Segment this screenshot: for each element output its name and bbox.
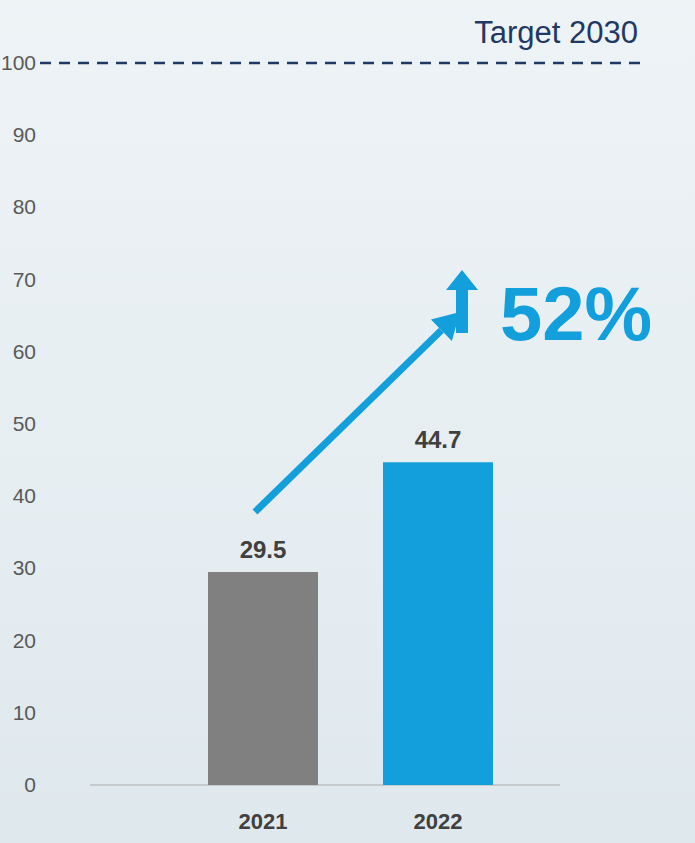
target-line — [40, 62, 640, 65]
trend-arrow — [255, 330, 441, 512]
y-tick — [84, 712, 88, 713]
y-tick — [84, 568, 88, 569]
y-tick — [84, 785, 88, 786]
labels: 29.5 2021 44.7 2022 — [239, 426, 463, 834]
y-tick — [84, 135, 88, 136]
y-axis: 0 10 20 30 40 50 60 70 80 90 100 — [1, 51, 88, 796]
target-label: Target 2030 — [474, 15, 638, 50]
y-tick-label: 50 — [13, 412, 36, 435]
y-tick-label: 30 — [13, 556, 36, 579]
y-tick-label: 40 — [13, 484, 36, 507]
growth-annotation: 52% — [255, 270, 652, 512]
bar — [208, 572, 318, 785]
y-tick — [84, 424, 88, 425]
y-tick-label: 60 — [13, 340, 36, 363]
annotation: 52% — [500, 271, 652, 356]
y-tick-label: 10 — [13, 701, 36, 724]
y-tick-label: 0 — [24, 773, 36, 796]
y-tick — [84, 351, 88, 352]
data-label: 44.7 — [415, 426, 462, 453]
y-tick-label: 90 — [13, 123, 36, 146]
x-tick-label: 2021 — [239, 809, 288, 834]
data-label: 29.5 — [240, 536, 287, 563]
y-tick — [84, 496, 88, 497]
bars — [208, 462, 493, 785]
trend-arrow-head — [431, 312, 460, 341]
y-tick — [84, 207, 88, 208]
chart: 0 10 20 30 40 50 60 70 80 90 100 Target 2030 29.5 202… — [0, 0, 695, 843]
y-tick — [84, 279, 88, 280]
y-tick-label: 100 — [1, 51, 36, 74]
y-tick-label: 80 — [13, 195, 36, 218]
x-tick-label: 2022 — [414, 809, 463, 834]
y-tick-label: 70 — [13, 268, 36, 291]
y-tick-label: 20 — [13, 629, 36, 652]
bar — [383, 462, 493, 785]
y-tick — [84, 640, 88, 641]
